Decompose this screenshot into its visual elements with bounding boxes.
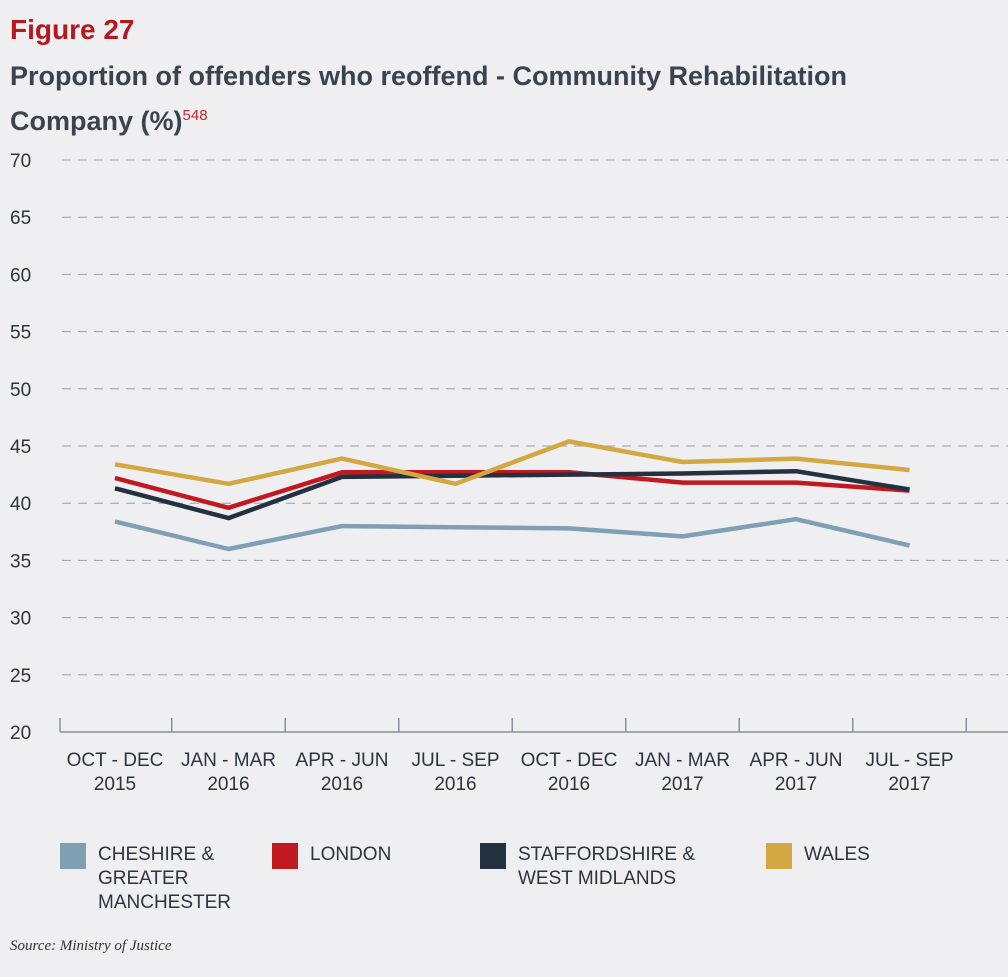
y-tick-label: 35 bbox=[10, 551, 31, 572]
footnote-ref: 548 bbox=[182, 107, 208, 124]
legend-item: CHESHIRE & GREATER MANCHESTER bbox=[60, 843, 258, 915]
y-tick-label: 60 bbox=[10, 265, 31, 286]
y-tick-label: 55 bbox=[10, 323, 31, 344]
legend-swatch bbox=[60, 843, 86, 869]
y-tick-label: 20 bbox=[10, 723, 31, 744]
x-tick-label: JAN - MAR 2017 bbox=[635, 750, 730, 795]
legend-item: LONDON bbox=[272, 843, 540, 869]
x-tick-label: JUL - SEP 2016 bbox=[412, 750, 500, 795]
y-tick-label: 65 bbox=[10, 208, 31, 229]
legend-label: WALES bbox=[804, 844, 870, 865]
y-tick-label: 40 bbox=[10, 494, 31, 515]
x-tick-label: APR - JUN 2016 bbox=[296, 750, 389, 795]
chart-title-text: Proportion of offenders who reoffend - C… bbox=[10, 61, 847, 136]
y-tick-label: 30 bbox=[10, 609, 31, 630]
legend-label: LONDON bbox=[310, 844, 392, 865]
legend-label: CHESHIRE & GREATER MANCHESTER bbox=[98, 844, 232, 913]
x-tick-label: JAN - MAR 2016 bbox=[181, 750, 276, 795]
series-line bbox=[114, 516, 911, 552]
x-tick-label: JUL - SEP 2017 bbox=[866, 750, 954, 795]
source-note: Source: Ministry of Justice bbox=[10, 938, 172, 954]
legend-item: WALES bbox=[766, 843, 1008, 869]
y-tick-label: 50 bbox=[10, 380, 31, 401]
x-tick-label: OCT - DEC 2016 bbox=[521, 750, 618, 795]
x-tick-label: APR - JUN 2017 bbox=[750, 750, 843, 795]
chart-legend: CHESHIRE & GREATER MANCHESTER LONDON STAFF… bbox=[60, 843, 1000, 923]
y-tick-label: 45 bbox=[10, 437, 31, 458]
legend-item: STAFFORDSHIRE & WEST MIDLANDS bbox=[480, 843, 728, 891]
line-chart: 20 25 30 35 40 45 50 55 60 65 70 OCT - DEC 2015 JAN -… bbox=[10, 151, 1008, 795]
x-tick-label: OCT - DEC 2015 bbox=[67, 750, 164, 795]
legend-swatch bbox=[272, 843, 298, 869]
series-line bbox=[114, 470, 910, 511]
legend-swatch bbox=[480, 843, 506, 869]
legend-swatch bbox=[766, 843, 792, 869]
y-tick-label: 70 bbox=[10, 151, 31, 172]
figure-label: Figure 27 bbox=[10, 14, 135, 45]
chart-title: Proportion of offenders who reoffend - C… bbox=[10, 56, 910, 141]
series-line bbox=[114, 468, 910, 521]
series-line bbox=[114, 439, 910, 487]
legend-label: STAFFORDSHIRE & WEST MIDLANDS bbox=[518, 844, 695, 889]
y-tick-label: 25 bbox=[10, 666, 31, 687]
